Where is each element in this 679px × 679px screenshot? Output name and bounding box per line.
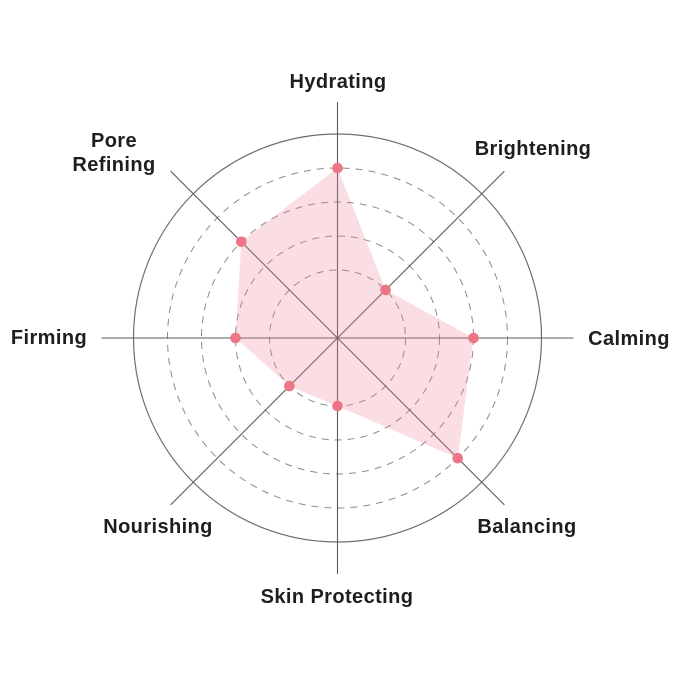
axis-label-calming: Calming bbox=[588, 328, 670, 350]
data-polygon bbox=[235, 168, 474, 459]
data-point-firming bbox=[230, 332, 241, 344]
data-point-calming bbox=[468, 332, 479, 344]
data-point-brightening bbox=[380, 284, 391, 296]
axis-label-nourishing: Nourishing bbox=[103, 516, 213, 538]
axis-label-pore-refining: Pore Refining bbox=[72, 130, 156, 176]
data-point-skin-protecting bbox=[332, 400, 343, 412]
axis-label-hydrating: Hydrating bbox=[289, 71, 387, 93]
data-point-pore-refining bbox=[236, 236, 247, 248]
data-point-nourishing bbox=[284, 380, 295, 392]
axis-label-balancing: Balancing bbox=[477, 516, 577, 538]
axis-label-brightening: Brightening bbox=[474, 138, 592, 160]
data-point-hydrating bbox=[332, 162, 343, 174]
axis-line bbox=[170, 170, 505, 506]
axis-label-firming: Firming bbox=[10, 327, 88, 349]
axis-label-skin-protecting: Skin Protecting bbox=[260, 586, 414, 608]
data-point-balancing bbox=[452, 452, 464, 464]
